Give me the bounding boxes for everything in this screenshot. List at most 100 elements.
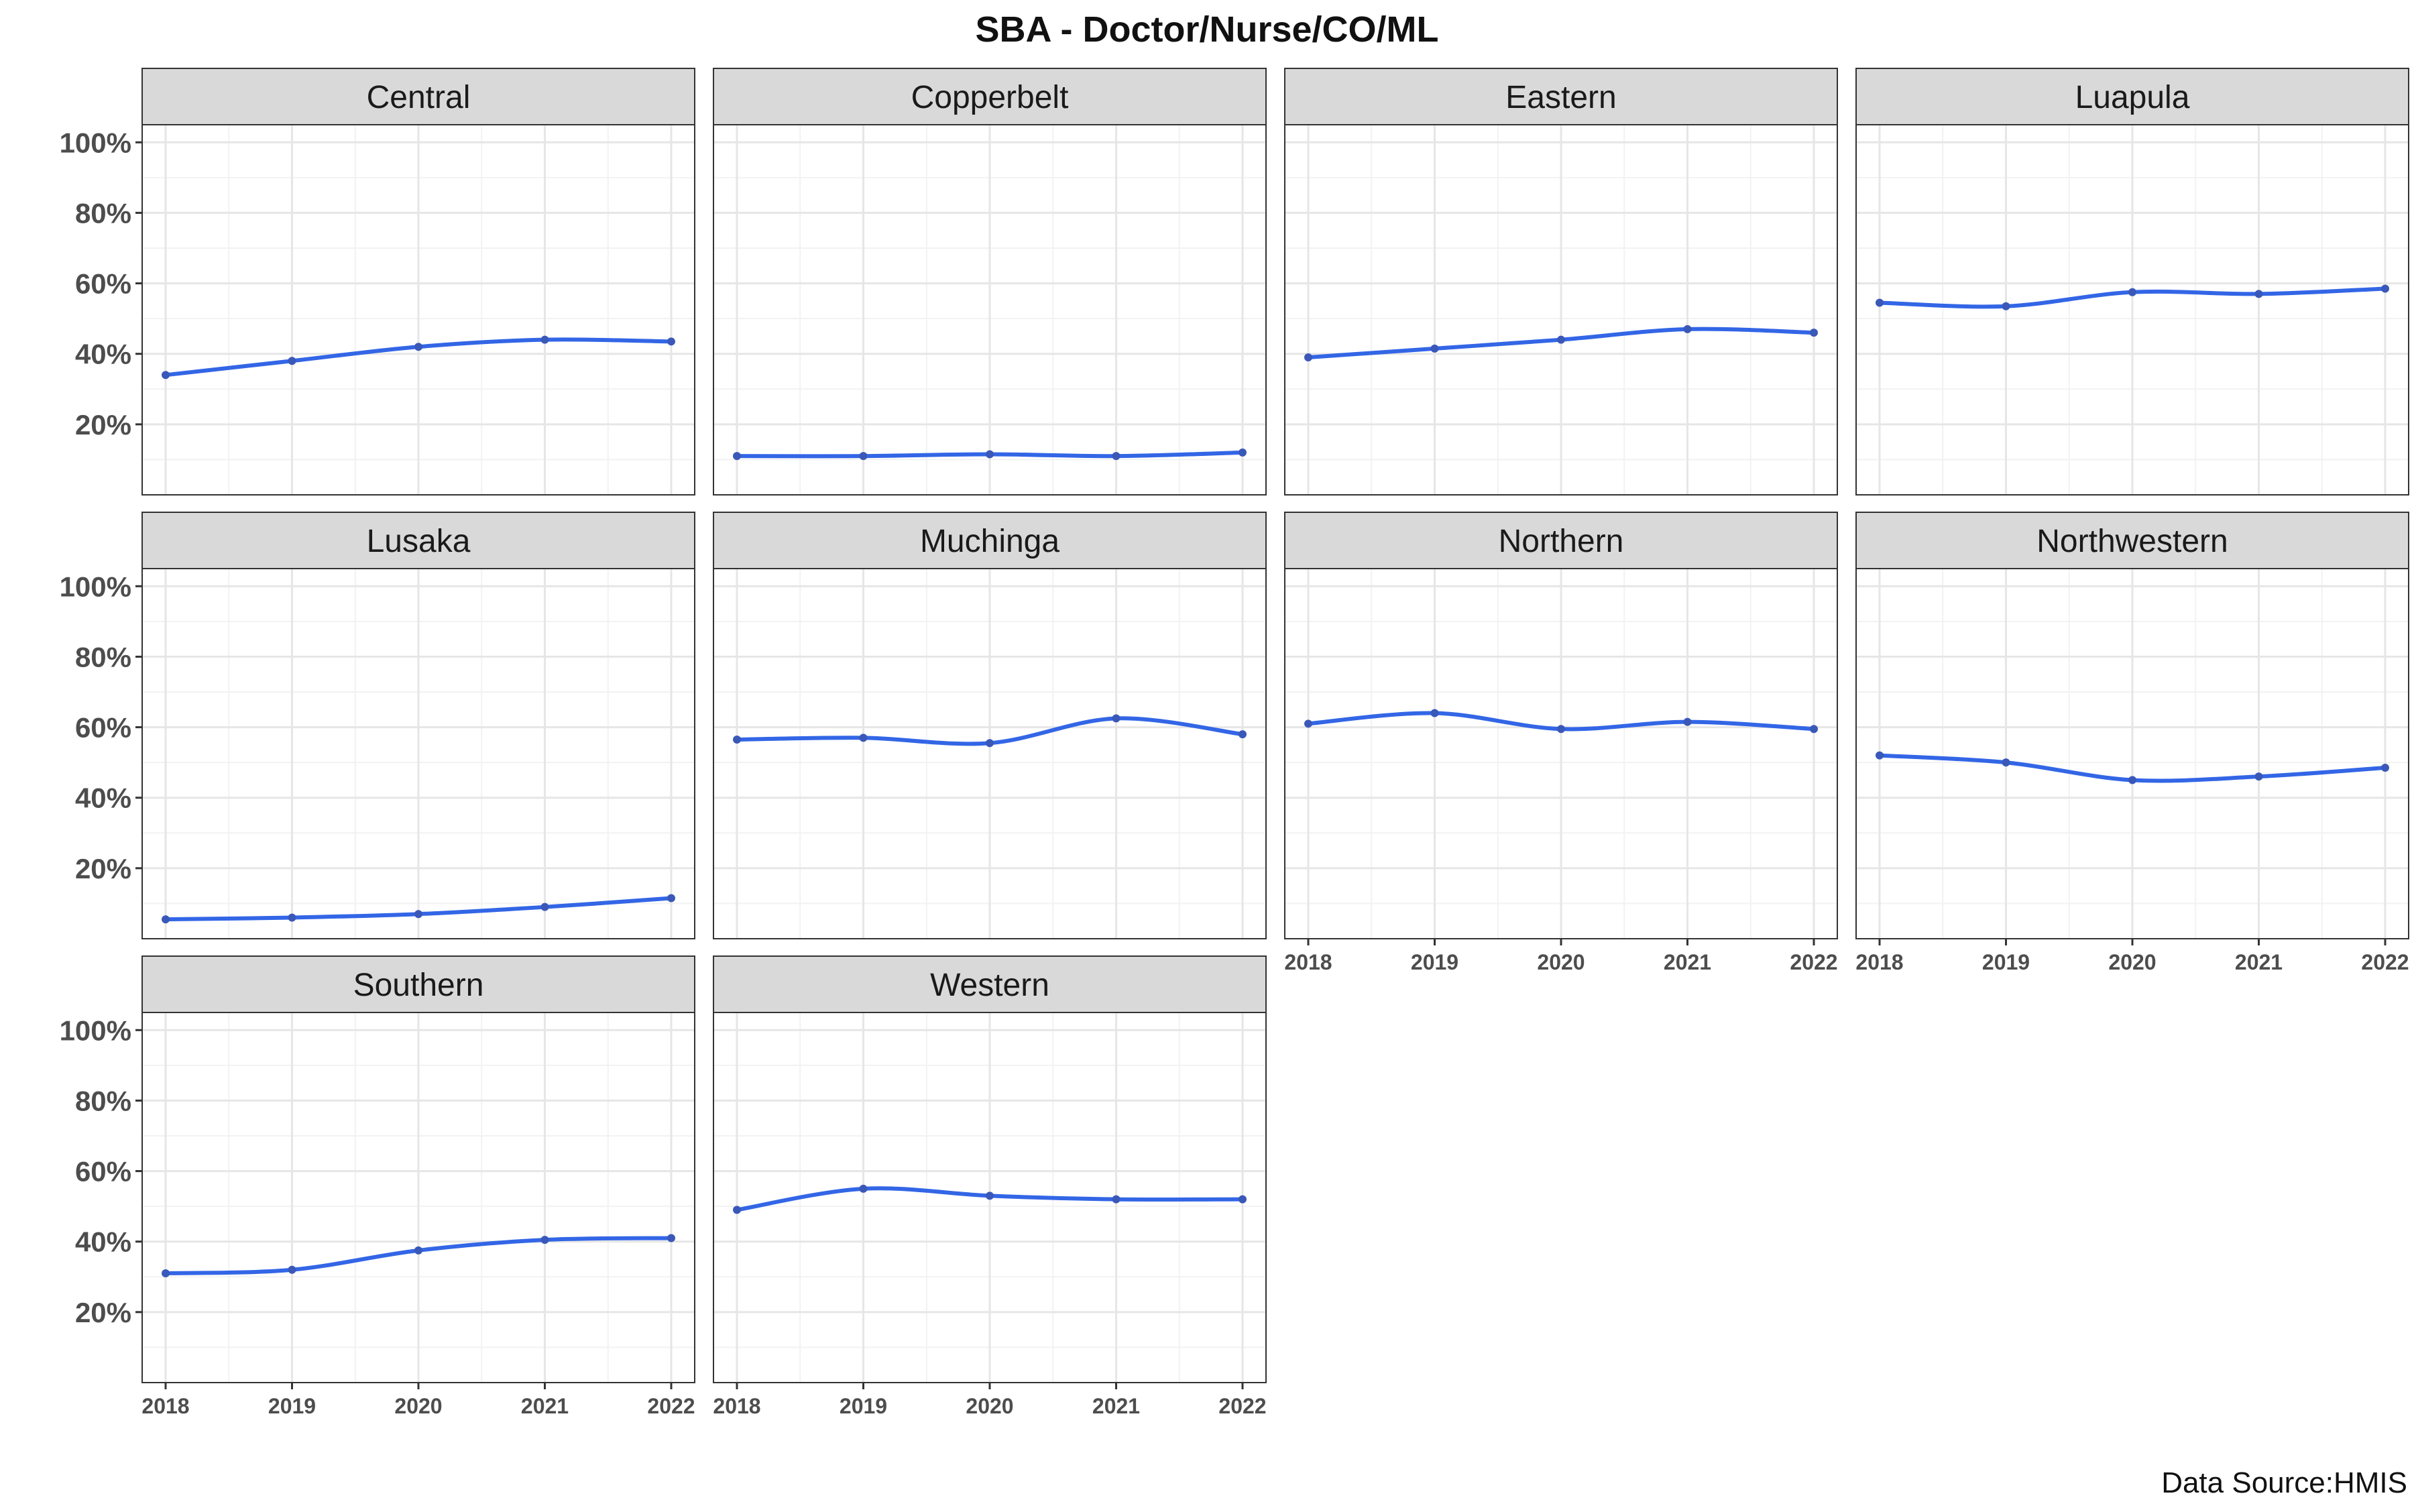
data-point-2021 <box>1112 452 1120 461</box>
y-tick-label: 80% <box>75 641 131 673</box>
x-tick-label: 2022 <box>1218 1394 1266 1418</box>
data-point-2021 <box>2254 772 2263 781</box>
data-point-2021 <box>540 1236 549 1244</box>
data-point-2022 <box>667 337 675 346</box>
y-tick-label: 60% <box>75 268 131 300</box>
data-point-2022 <box>667 1234 675 1242</box>
x-tick-label: 2019 <box>1982 950 2030 974</box>
panel-border <box>1284 124 1838 496</box>
data-point-2019 <box>859 734 868 742</box>
facet-strip-label: Copperbelt <box>911 80 1069 115</box>
panel-border <box>713 568 1267 939</box>
data-point-2019 <box>2002 758 2010 767</box>
data-point-2018 <box>1876 751 1884 760</box>
data-point-2021 <box>540 903 549 911</box>
data-point-2020 <box>986 1191 994 1200</box>
data-point-2020 <box>414 343 422 351</box>
y-tick-label: 20% <box>75 409 131 441</box>
data-point-2020 <box>986 739 994 748</box>
y-tick-label: 20% <box>75 853 131 884</box>
data-point-2022 <box>1239 730 1247 739</box>
data-point-2018 <box>1304 353 1312 361</box>
data-point-2022 <box>2381 764 2389 772</box>
y-tick-label: 40% <box>75 339 131 370</box>
y-tick-label: 80% <box>75 1085 131 1116</box>
data-point-2019 <box>288 913 296 922</box>
y-tick-label: 60% <box>75 712 131 744</box>
facet-strip-label: Luapula <box>2075 80 2190 115</box>
y-tick-label: 80% <box>75 197 131 229</box>
data-point-2020 <box>2128 776 2136 784</box>
x-tick-label: 2019 <box>1411 950 1458 974</box>
x-tick-label: 2018 <box>1855 950 1903 974</box>
data-point-2019 <box>288 1265 296 1274</box>
facet-panel-luapula: Luapula <box>1855 68 2409 496</box>
data-point-2019 <box>859 452 868 461</box>
x-tick-label: 2020 <box>394 1394 442 1418</box>
data-source-caption: Data Source:HMIS <box>2161 1466 2407 1499</box>
panel-border <box>141 124 695 496</box>
facet-strip <box>141 68 695 125</box>
x-tick-label: 2022 <box>1790 950 1837 974</box>
data-point-2020 <box>1557 335 1565 344</box>
facet-panels: Central 20% 40% 60% 80% 100% Copperbelt Eastern… <box>60 68 2409 1418</box>
data-point-2021 <box>2254 290 2263 298</box>
panel-border <box>141 568 695 939</box>
facet-strip-label: Muchinga <box>920 524 1059 559</box>
data-point-2022 <box>2381 284 2389 293</box>
chart-title: SBA - Doctor/Nurse/CO/ML <box>975 9 1438 50</box>
facet-strip <box>1855 68 2409 125</box>
y-tick-label: 60% <box>75 1156 131 1187</box>
facet-strip <box>713 512 1267 569</box>
facet-panel-eastern: Eastern <box>1284 68 1838 496</box>
y-tick-label: 40% <box>75 782 131 814</box>
data-point-2021 <box>1683 325 1692 333</box>
data-point-2018 <box>1304 719 1312 728</box>
data-point-2018 <box>162 915 170 924</box>
data-point-2019 <box>1430 709 1439 717</box>
data-point-2022 <box>1239 448 1247 457</box>
data-point-2020 <box>986 450 994 459</box>
facet-strip-label: Northwestern <box>2036 524 2228 559</box>
x-tick-label: 2021 <box>521 1394 569 1418</box>
data-point-2019 <box>1430 344 1439 353</box>
facet-strip <box>141 955 695 1013</box>
data-point-2022 <box>1810 329 1818 337</box>
facet-strip-label: Eastern <box>1505 80 1616 115</box>
x-tick-label: 2018 <box>141 1394 189 1418</box>
facet-strip <box>1284 512 1838 569</box>
x-tick-label: 2021 <box>1664 950 1711 974</box>
data-point-2021 <box>1112 714 1120 723</box>
facet-strip-label: Northern <box>1499 524 1624 559</box>
facet-panel-copperbelt: Copperbelt <box>713 68 1267 496</box>
data-point-2018 <box>733 1206 741 1214</box>
data-point-2021 <box>1683 717 1692 726</box>
data-point-2019 <box>2002 302 2010 310</box>
data-point-2021 <box>540 335 549 344</box>
data-point-2020 <box>414 910 422 919</box>
facet-panel-muchinga: Muchinga <box>713 512 1267 939</box>
data-point-2019 <box>288 357 296 365</box>
x-tick-label: 2018 <box>713 1394 760 1418</box>
panel-border <box>713 124 1267 496</box>
data-point-2019 <box>859 1184 868 1193</box>
x-tick-label: 2022 <box>647 1394 695 1418</box>
data-point-2022 <box>1810 725 1818 734</box>
facet-panel-northern: Northern 2018 2019 2020 2021 2022 <box>1284 512 1838 974</box>
x-tick-label: 2020 <box>1537 950 1585 974</box>
data-point-2021 <box>1112 1195 1120 1204</box>
facet-strip <box>1855 512 2409 569</box>
y-tick-label: 100% <box>60 571 131 602</box>
x-tick-label: 2020 <box>2108 950 2156 974</box>
facet-panel-northwestern: Northwestern 2018 2019 2020 2021 2022 <box>1855 512 2409 974</box>
data-point-2022 <box>1239 1195 1247 1204</box>
data-point-2020 <box>2128 288 2136 296</box>
facet-strip-label: Western <box>930 968 1049 1003</box>
data-point-2020 <box>414 1246 422 1255</box>
x-tick-label: 2022 <box>2361 950 2409 974</box>
x-tick-label: 2020 <box>966 1394 1013 1418</box>
panel-border <box>1855 124 2409 496</box>
data-point-2018 <box>1876 298 1884 307</box>
